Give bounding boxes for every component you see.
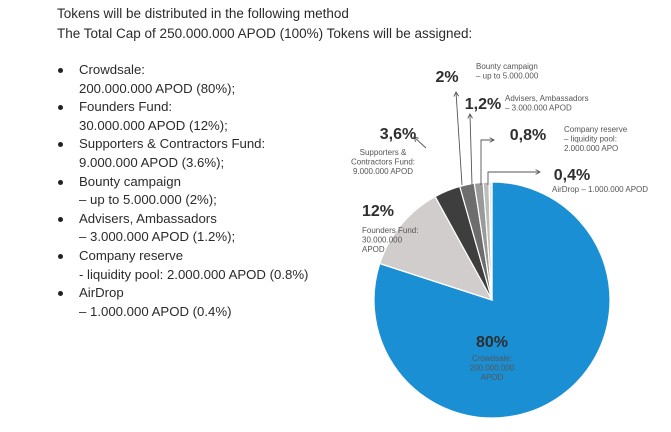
slice-percent-label: 2% xyxy=(435,69,458,86)
list-item-detail: - liquidity pool: 2.000.000 APOD (0.8%) xyxy=(79,266,309,282)
slice-description-label: Crowdsale: xyxy=(472,354,512,363)
list-item-name: Bounty campaign xyxy=(79,173,181,189)
slice-description-label: 30.000.000 xyxy=(362,236,403,245)
arrow-head-airdrop xyxy=(535,169,541,175)
distribution-list: Crowdsale: 200.000.000 APOD (80%); Founde… xyxy=(57,61,308,321)
list-item-detail: – up to 5.000.000 (2%); xyxy=(79,192,217,208)
list-item: Bounty campaign – up to 5.000.000 (2%); xyxy=(57,173,308,210)
list-item: Founders Fund: 30.000.000 APOD (12%); xyxy=(57,98,308,135)
slice-description-label: – liquidity pool: xyxy=(564,135,617,144)
slice-description-label: 9.000.000 APOD xyxy=(353,167,413,176)
arrow-head-advisers xyxy=(467,113,473,119)
arrow-head-bounty xyxy=(453,91,460,97)
list-item: Advisers, Ambassadors – 3.000.000 APOD (1… xyxy=(57,210,308,247)
slice-description-label: – 3.000.000 APOD xyxy=(505,104,572,113)
slice-description-label: APOD xyxy=(481,373,504,382)
slice-description-label: APOD xyxy=(362,245,385,254)
slice-percent-label: 80% xyxy=(476,334,508,351)
arrow-head-supporters xyxy=(413,136,419,142)
slice-percent-label: 1,2% xyxy=(465,96,501,113)
leader-line-supporters xyxy=(413,136,427,149)
slice-description-label: – up to 5.000.000 xyxy=(476,72,539,81)
slice-percent-label: 3,6% xyxy=(380,126,416,143)
slice-description-label: Advisers, Ambassadors xyxy=(505,94,589,103)
list-item-detail: 9.000.000 APOD (3.6%); xyxy=(79,154,225,170)
slice-description-label: Supporters & xyxy=(360,148,407,157)
list-item-name: AirDrop xyxy=(79,285,124,301)
pie-slice-airdrop xyxy=(488,181,493,301)
slice-percent-label: 0,4% xyxy=(554,167,590,184)
leader-line-bounty xyxy=(455,91,463,186)
slice-percent-label: 12% xyxy=(362,203,394,220)
slice-description-label: 2.000.000 APO xyxy=(564,144,618,153)
intro-line-2: The Total Cap of 250.000.000 APOD (100%)… xyxy=(57,26,473,41)
list-item-name: Supporters & Contractors Fund: xyxy=(79,136,266,152)
pie-slice-crowdsale xyxy=(373,181,611,419)
list-item-detail: – 3.000.000 APOD (1.2%); xyxy=(79,229,236,245)
slice-description-label: Contractors Fund: xyxy=(351,158,415,167)
leader-line-airdrop xyxy=(487,171,540,185)
list-item-name: Crowdsale: xyxy=(79,62,145,77)
list-item-name: Company reserve xyxy=(79,247,184,263)
slice-description-label: 200.000.000 xyxy=(470,364,515,373)
list-item: Company reserve - liquidity pool: 2.000.0… xyxy=(57,247,308,284)
slice-description-label: AirDrop – 1.000.000 APOD xyxy=(552,185,648,194)
list-item: AirDrop – 1.000.000 APOD (0.4%) xyxy=(57,284,308,321)
slice-description-label: Founders Fund: xyxy=(362,226,418,235)
list-item-detail: 30.000.000 APOD (12%); xyxy=(79,117,228,133)
list-item-detail: – 1.000.000 APOD (0.4%) xyxy=(79,303,232,319)
arrow-head-reserve xyxy=(489,137,495,143)
intro-line-1: Tokens will be distributed in the follow… xyxy=(57,6,349,21)
slice-percent-label: 0,8% xyxy=(510,127,546,144)
slice-description-label: Bounty campaign xyxy=(476,62,538,71)
leader-line-reserve xyxy=(480,139,494,185)
list-item-name: Advisers, Ambassadors xyxy=(79,210,217,226)
intro-text: Tokens will be distributed in the follow… xyxy=(57,4,472,44)
leader-line-advisers xyxy=(469,113,473,186)
list-item-name: Founders Fund: xyxy=(79,99,173,115)
slice-description-label: Company reserve xyxy=(564,125,628,134)
list-item: Supporters & Contractors Fund: 9.000.000 … xyxy=(57,135,308,172)
list-item-detail: 200.000.000 APOD (80%); xyxy=(79,80,236,96)
list-item: Crowdsale: 200.000.000 APOD (80%); xyxy=(57,61,308,98)
pie-slice-founders xyxy=(379,195,494,302)
